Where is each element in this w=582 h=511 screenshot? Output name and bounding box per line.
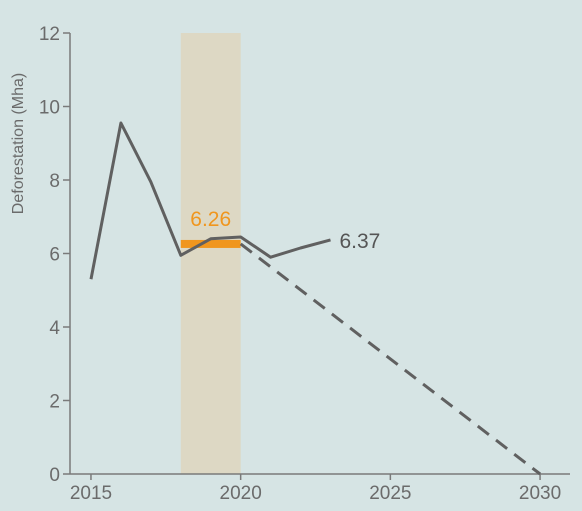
y-axis-title: Deforestation (Mha)	[10, 73, 27, 214]
labels-layer: 6.26 6.37	[190, 208, 380, 253]
x-tick-label: 2025	[369, 483, 411, 504]
y-tick-label: 2	[49, 392, 60, 413]
y-tick-label: 10	[39, 98, 60, 119]
baseline-bar	[180, 239, 241, 248]
observed-series-line	[89, 121, 331, 280]
y-tick-label: 6	[49, 245, 60, 266]
band-layer	[180, 33, 241, 474]
y-tick-label: 4	[49, 318, 60, 339]
y-tick-label: 12	[39, 24, 60, 45]
axes: 0 2 4 6 8 10 12 2015 2020 2025 2030 Deforestation (…	[10, 24, 570, 504]
target-trajectory-line	[239, 242, 542, 476]
latest-value-label: 6.37	[339, 230, 380, 253]
y-tick-label: 8	[49, 171, 60, 192]
series-layer	[89, 121, 542, 476]
baseline-value-label: 6.26	[190, 208, 231, 231]
y-tick-label: 0	[49, 465, 60, 486]
x-tick-label: 2020	[220, 483, 262, 504]
baseline-band	[180, 33, 241, 474]
baseline-bar-layer	[180, 239, 241, 248]
x-tick-label: 2015	[70, 483, 112, 504]
x-tick-label: 2030	[519, 483, 561, 504]
